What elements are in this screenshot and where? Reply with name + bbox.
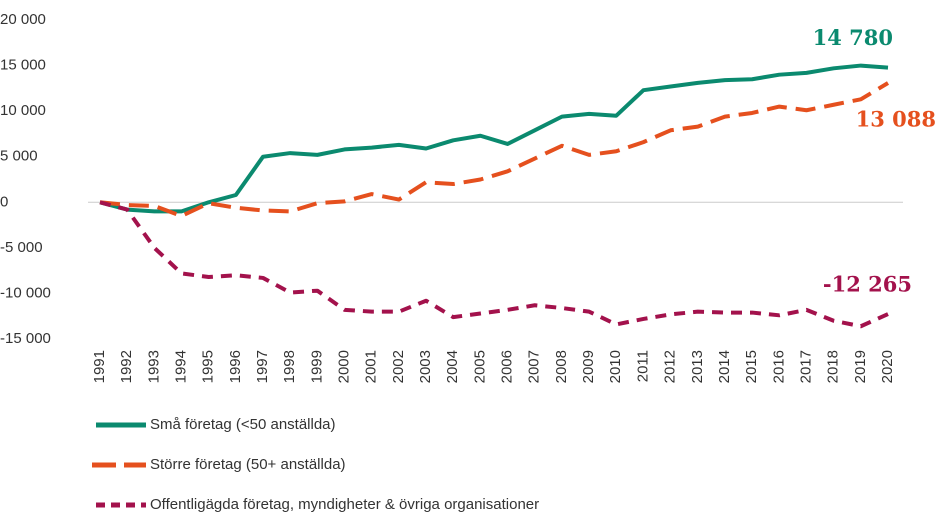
x-tick-label: 1991 bbox=[91, 350, 108, 383]
x-tick-label: 2007 bbox=[526, 350, 543, 383]
x-tick-label: 2009 bbox=[580, 350, 597, 383]
x-tick-label: 2004 bbox=[444, 350, 461, 383]
x-tick-label: 1998 bbox=[281, 350, 298, 383]
series-line bbox=[99, 81, 890, 218]
value-label: 13 088 bbox=[856, 106, 936, 131]
legend-label: Små företag (<50 anställda) bbox=[150, 416, 336, 433]
x-tick-label: 2012 bbox=[662, 350, 679, 383]
x-tick-label: 2020 bbox=[879, 350, 896, 383]
x-tick-label: 1999 bbox=[308, 350, 325, 383]
series-line bbox=[99, 200, 889, 329]
x-tick-label: 2015 bbox=[743, 350, 760, 383]
x-tick-label: 2005 bbox=[471, 350, 488, 383]
value-label: 14 780 bbox=[813, 25, 893, 50]
x-tick-label: 2006 bbox=[499, 350, 516, 383]
x-tick-label: 2013 bbox=[689, 350, 706, 383]
y-tick-label: 20 000 bbox=[0, 11, 46, 28]
x-tick-label: 1996 bbox=[227, 350, 244, 383]
y-tick-label: 0 bbox=[0, 193, 8, 210]
value-label: -12 265 bbox=[823, 272, 912, 297]
legend-label: Offentligägda företag, myndigheter & övr… bbox=[150, 496, 539, 513]
y-tick-label: 5 000 bbox=[0, 148, 38, 165]
x-tick-label: 2002 bbox=[390, 350, 407, 383]
y-tick-label: -10 000 bbox=[0, 284, 51, 301]
series-line bbox=[99, 63, 889, 214]
x-tick-label: 2011 bbox=[634, 350, 651, 382]
x-tick-label: 2001 bbox=[363, 350, 380, 383]
x-tick-label: 1995 bbox=[200, 350, 217, 383]
x-tick-label: 2008 bbox=[553, 350, 570, 383]
legend-label: Större företag (50+ anställda) bbox=[150, 456, 346, 473]
y-tick-label: 15 000 bbox=[0, 57, 46, 74]
x-tick-label: 1997 bbox=[254, 350, 271, 383]
x-tick-label: 1993 bbox=[145, 350, 162, 383]
y-tick-label: 10 000 bbox=[0, 102, 46, 119]
x-tick-label: 2017 bbox=[797, 350, 814, 383]
x-tick-label: 2000 bbox=[336, 350, 353, 383]
x-tick-label: 2019 bbox=[852, 350, 869, 383]
y-tick-label: -15 000 bbox=[0, 330, 51, 347]
x-tick-label: 1992 bbox=[118, 350, 135, 383]
x-tick-label: 2016 bbox=[770, 350, 787, 383]
y-tick-label: -5 000 bbox=[0, 239, 43, 256]
x-tick-label: 2003 bbox=[417, 350, 434, 383]
x-tick-label: 2010 bbox=[607, 350, 624, 383]
x-tick-label: 2018 bbox=[825, 350, 842, 383]
x-tick-label: 1994 bbox=[172, 350, 189, 383]
x-tick-label: 2014 bbox=[716, 350, 733, 383]
